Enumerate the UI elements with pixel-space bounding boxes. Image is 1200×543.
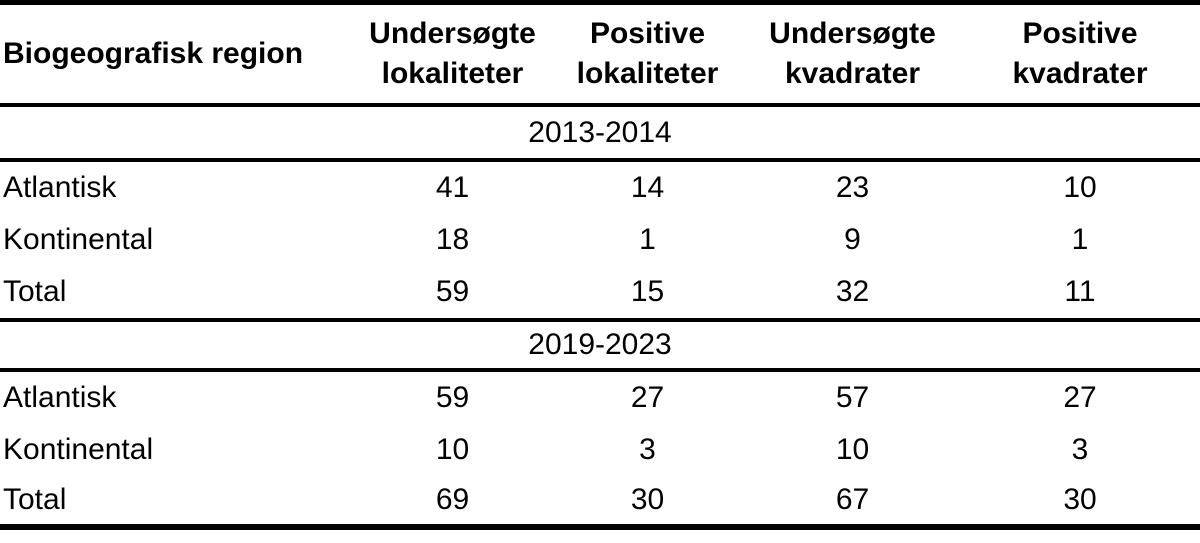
data-cell: 59 (435, 275, 470, 309)
data-cell: 57 (835, 381, 870, 415)
table-header-row: Biogeografisk region Undersøgte lokalite… (0, 5, 1200, 103)
data-cell: 32 (835, 275, 870, 309)
data-cell: 3 (639, 433, 656, 467)
section1-top-rule (0, 158, 1200, 162)
table-top-rule (0, 0, 1200, 5)
data-cell: 23 (835, 171, 870, 205)
section-period: 2019-2023 (528, 328, 672, 361)
header-bottom-rule (0, 103, 1200, 107)
section-header-2019-2023: 2019-2023 (0, 322, 1200, 368)
data-cell: 3 (1071, 433, 1089, 467)
column-header-positive-kvadrater: Positive kvadrater (1012, 17, 1148, 90)
row-label: Kontinental (3, 223, 154, 257)
column-header-undersogte-lokaliteter: Undersøgte lokaliteter (369, 17, 536, 90)
row-label: Kontinental (3, 433, 154, 467)
table-row: Total 59 15 32 11 (0, 266, 1200, 318)
data-cell: 14 (630, 171, 665, 205)
section2-header-top-rule (0, 318, 1200, 322)
row-label: Total (3, 275, 67, 309)
data-cell: 10 (435, 433, 470, 467)
table-bottom-rule (0, 524, 1200, 530)
row-label: Atlantisk (3, 171, 117, 205)
section-header-2013-2014: 2013-2014 (0, 107, 1200, 158)
data-cell: 41 (435, 171, 470, 205)
row-label: Atlantisk (3, 381, 117, 415)
table-row: Total 69 30 67 30 (0, 476, 1200, 524)
data-cell: 18 (435, 223, 470, 257)
section2-top-rule (0, 368, 1200, 372)
column-header-undersogte-kvadrater: Undersøgte kvadrater (769, 17, 936, 90)
column-header-region: Biogeografisk region (3, 37, 304, 71)
data-cell: 10 (1063, 171, 1097, 205)
data-cell: 1 (639, 223, 656, 257)
data-cell: 11 (1064, 275, 1096, 309)
data-cell: 67 (835, 483, 870, 517)
data-cell: 27 (1063, 381, 1097, 415)
data-cell: 59 (435, 381, 470, 415)
table-row: Kontinental 18 1 9 1 (0, 214, 1200, 266)
table-row: Atlantisk 59 27 57 27 (0, 372, 1200, 424)
data-cell: 15 (630, 275, 665, 309)
data-cell: 10 (835, 433, 870, 467)
data-cell: 30 (1063, 483, 1097, 517)
data-cell: 27 (630, 381, 665, 415)
column-header-positive-lokaliteter: Positive lokaliteter (576, 17, 719, 90)
table-row: Kontinental 10 3 10 3 (0, 424, 1200, 476)
data-cell: 1 (1071, 223, 1089, 257)
data-cell: 69 (435, 483, 470, 517)
data-cell: 30 (630, 483, 665, 517)
section-period: 2013-2014 (528, 115, 672, 149)
data-cell: 9 (844, 223, 861, 257)
table-row: Atlantisk 41 14 23 10 (0, 162, 1200, 214)
row-label: Total (3, 483, 67, 517)
